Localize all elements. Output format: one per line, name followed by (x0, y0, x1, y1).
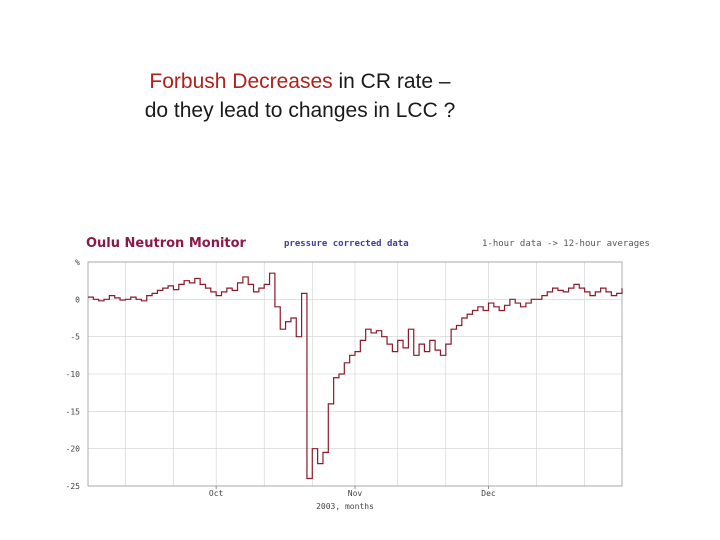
y-tick-label: -5 (70, 333, 80, 342)
slide-title-line2: do they lead to changes in LCC ? (144, 99, 456, 122)
y-tick-label: -15 (66, 407, 81, 416)
chart-station-title: Oulu Neutron Monitor (86, 236, 246, 251)
y-tick-label: -10 (66, 370, 81, 379)
y-tick-label: -20 (66, 445, 81, 454)
y-tick-label: 0 (75, 295, 80, 304)
y-tick-label: -25 (66, 482, 81, 491)
series-line (88, 272, 623, 480)
slide-title-line1: Forbush Decreases in CR rate – (60, 67, 540, 96)
title-rest: in CR rate – (332, 70, 451, 93)
chart-ticks: % 0 -5 -10 -15 -20 -25 Oct Nov Dec (66, 258, 496, 498)
x-tick-label: Oct (209, 489, 224, 498)
x-tick-label: Dec (481, 489, 496, 498)
title-highlight: Forbush Decreases (149, 70, 333, 93)
y-tick-label: % (75, 258, 80, 267)
x-tick-label: Nov (348, 489, 363, 498)
chart-averaging-note: 1-hour data -> 12-hour averages (482, 239, 650, 249)
chart-data-note: pressure corrected data (284, 239, 409, 249)
x-axis-label: 2003, months (316, 502, 374, 511)
